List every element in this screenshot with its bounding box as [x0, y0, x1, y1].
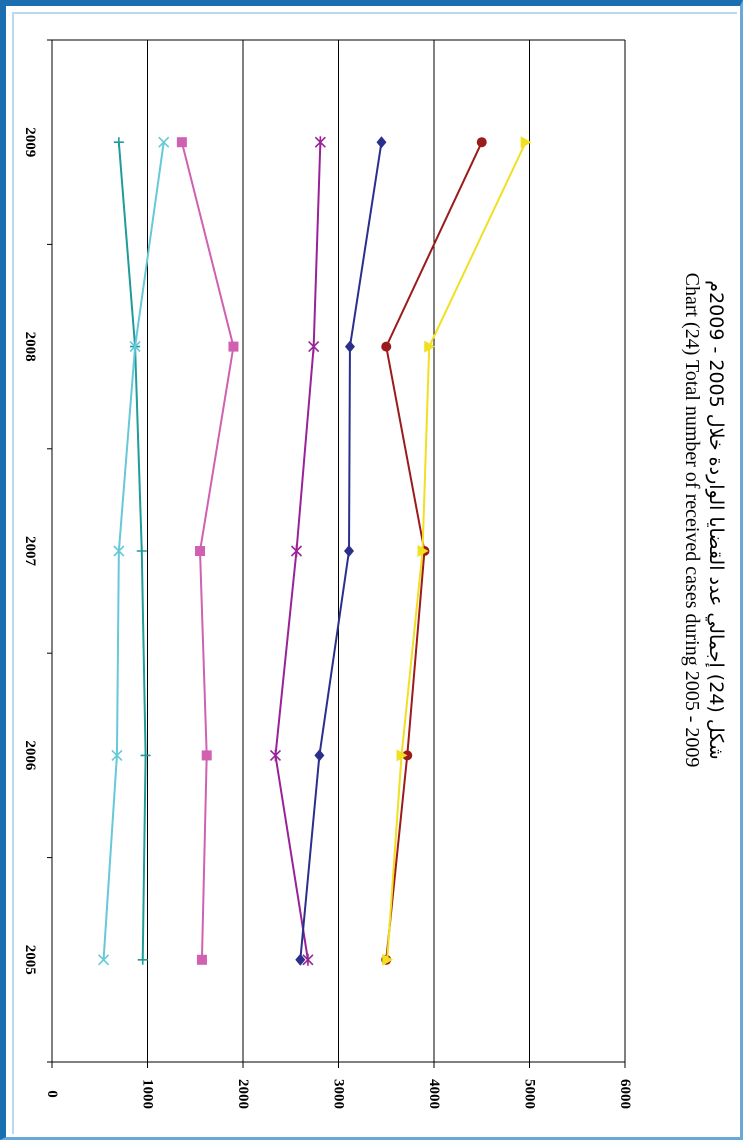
data-point [308, 340, 320, 353]
chart-title: شكل (24) إجمالي عدد القضايا الواردة خلال… [680, 170, 728, 870]
category-label: 2009 [22, 127, 38, 157]
value-tick-label: 1000 [140, 1079, 156, 1109]
data-point [137, 954, 148, 965]
data-point [98, 954, 110, 966]
data-point [201, 750, 212, 761]
category-label: 2006 [22, 740, 38, 771]
data-point [111, 749, 123, 761]
data-point [158, 136, 170, 148]
data-point [290, 545, 303, 557]
series-line [274, 142, 322, 960]
chart-title-english: Chart (24) Total number of received case… [681, 272, 703, 768]
category-label: 2007 [22, 536, 38, 567]
value-tick-label: 5000 [522, 1079, 538, 1109]
data-point [376, 136, 387, 149]
data-point [382, 953, 394, 966]
data-point [195, 546, 206, 556]
data-point [140, 750, 151, 761]
chart-title-arabic: شكل (24) إجمالي عدد القضايا الواردة خلال… [705, 280, 727, 760]
value-tick-label: 0 [44, 1090, 60, 1098]
category-label: 2005 [22, 945, 38, 975]
value-tick-label: 2000 [235, 1079, 251, 1109]
data-point [520, 136, 532, 149]
category-label: 2008 [22, 332, 38, 362]
data-point [113, 137, 124, 148]
value-tick-label: 4000 [426, 1079, 442, 1109]
data-point [314, 136, 326, 149]
data-point [417, 545, 429, 557]
value-tick-label: 3000 [331, 1079, 347, 1109]
series-line [102, 142, 165, 960]
data-point [302, 953, 314, 966]
value-tick-label: 6000 [617, 1079, 633, 1109]
data-point [113, 545, 125, 557]
data-point [269, 749, 282, 762]
data-point [344, 340, 355, 353]
data-point [476, 137, 487, 148]
data-point [314, 749, 325, 762]
data-point [295, 953, 306, 966]
data-point [129, 341, 141, 353]
data-point [176, 137, 187, 148]
series-line [386, 141, 527, 960]
data-point [344, 545, 355, 557]
data-point [136, 546, 147, 556]
data-point [196, 954, 207, 965]
data-point [424, 340, 436, 353]
series-line [299, 142, 383, 960]
data-point [396, 749, 408, 762]
series-line [180, 141, 235, 960]
data-point [228, 341, 239, 352]
data-point [381, 341, 392, 352]
chart-frame-inner [12, 12, 737, 1134]
